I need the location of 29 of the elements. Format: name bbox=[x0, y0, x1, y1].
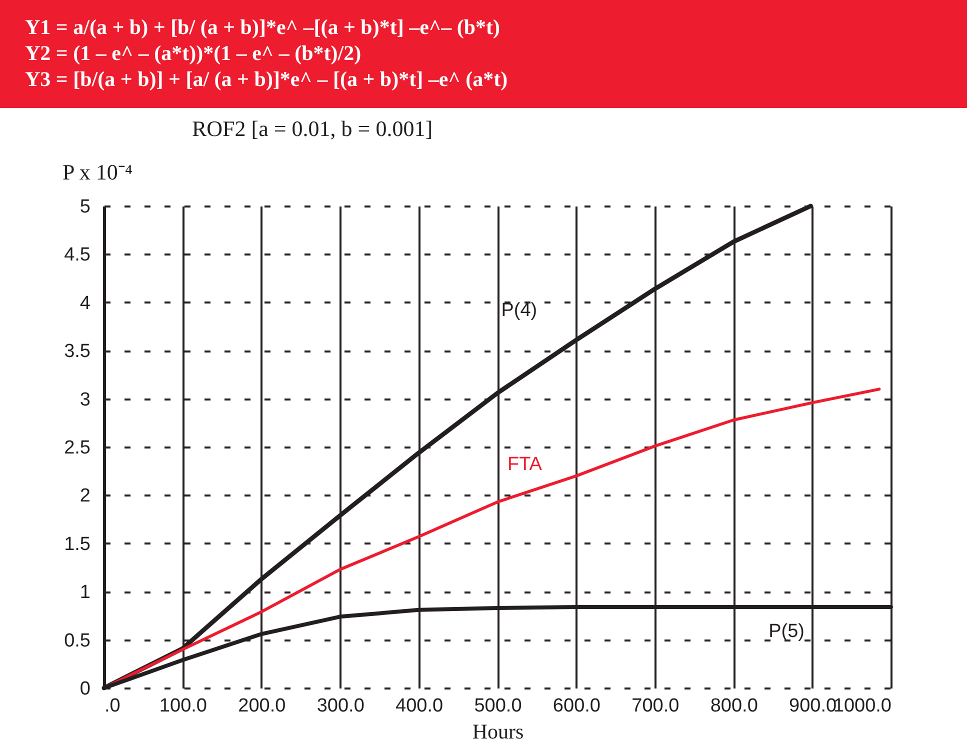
y-tick-label: 3.5 bbox=[64, 341, 90, 362]
text: Y1 = a/(a + b) + [b/ (a + b)]*e^ –[(a + b)*t] –e^– (b*t) bbox=[25, 15, 500, 39]
x-axis-title: Hours bbox=[472, 720, 524, 743]
y-tick-label: 1.5 bbox=[64, 534, 90, 555]
text: Y3 = [b/(a + b)] + [a/ (a + b)]*e^ – [(a + b)*t] –e^ (a*t) bbox=[25, 67, 508, 91]
y-tick-label: 0 bbox=[80, 678, 90, 700]
y-tick-label: 4.5 bbox=[64, 244, 90, 266]
series-label: P(4) bbox=[501, 300, 538, 321]
series-label: P(5) bbox=[768, 621, 805, 642]
y-tick-label: 1 bbox=[80, 582, 90, 604]
y-tick-label: 4 bbox=[80, 292, 91, 314]
x-tick-label: 200.0 bbox=[238, 696, 286, 716]
x-tick-label: 600.0 bbox=[552, 696, 600, 716]
y-tick-label: 0.5 bbox=[64, 630, 90, 652]
chart-title: ROF2 [a = 0.01, b = 0.001] bbox=[192, 116, 433, 141]
y-tick-label: 2 bbox=[80, 486, 90, 507]
x-tick-label: 800.0 bbox=[710, 696, 758, 716]
x-tick-label: 300.0 bbox=[316, 696, 364, 716]
x-tick-label: 500.0 bbox=[474, 696, 522, 716]
x-tick-label: 400.0 bbox=[396, 696, 444, 716]
series-label: FTA bbox=[508, 454, 542, 475]
y-tick-label: 5 bbox=[80, 196, 90, 218]
x-tick-label: 100.0 bbox=[159, 696, 207, 716]
text: Y2 = (1 – e^ – (a*t))*(1 – e^ – (b*t)/2) bbox=[25, 41, 362, 65]
y-tick-label: 2.5 bbox=[64, 438, 90, 458]
y-tick-label: 3 bbox=[80, 389, 90, 410]
y-axis-title: P x 10⁻⁴ bbox=[62, 160, 133, 184]
x-tick-label: .0 bbox=[104, 696, 120, 716]
x-tick-label: 700.0 bbox=[632, 696, 680, 716]
